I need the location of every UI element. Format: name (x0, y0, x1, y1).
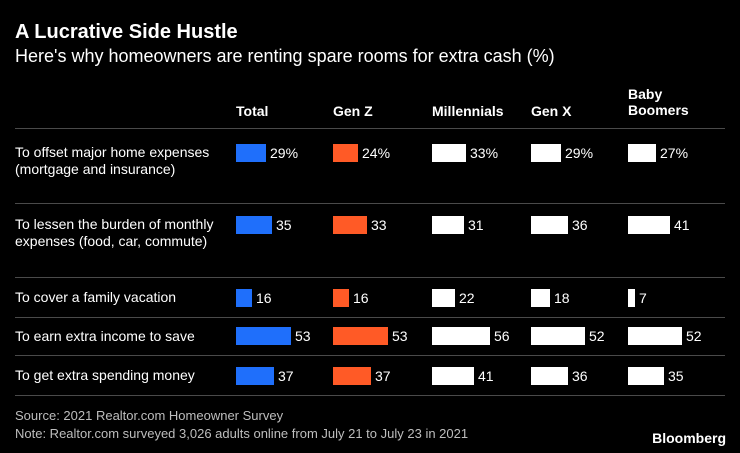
data-label: 18 (554, 290, 570, 306)
data-label: 27% (660, 145, 689, 161)
bar-gen-z (333, 327, 388, 345)
bar-gen-z (333, 144, 358, 162)
row-label: To offset major home expenses (mortgage … (15, 144, 210, 177)
bar-baby-boomers (628, 289, 635, 307)
row-label: To lessen the burden of monthly expenses… (15, 216, 214, 249)
row-divider (15, 355, 725, 356)
data-label: 24% (362, 145, 391, 161)
data-label: 37 (278, 368, 294, 384)
bar-gen-x (531, 289, 550, 307)
data-label: 29% (270, 145, 299, 161)
bar-baby-boomers (628, 367, 664, 385)
bar-total (236, 144, 266, 162)
bar-baby-boomers (628, 327, 682, 345)
chart-subtitle: Here's why homeowners are renting spare … (15, 46, 555, 66)
data-label: 56 (494, 328, 510, 344)
bar-millennials (432, 144, 466, 162)
data-label: 22 (459, 290, 475, 306)
column-header: Gen X (531, 103, 572, 119)
data-label: 53 (295, 328, 311, 344)
data-label: 35 (276, 217, 292, 233)
bar-millennials (432, 289, 455, 307)
bar-baby-boomers (628, 144, 656, 162)
bar-millennials (432, 327, 490, 345)
data-label: 52 (589, 328, 605, 344)
bar-total (236, 367, 274, 385)
data-label: 36 (572, 368, 588, 384)
bar-gen-x (531, 216, 568, 234)
bar-gen-x (531, 144, 561, 162)
bar-millennials (432, 367, 474, 385)
data-label: 37 (375, 368, 391, 384)
data-label: 41 (674, 217, 690, 233)
row-divider (15, 317, 725, 318)
row-divider (15, 395, 725, 396)
column-header: Baby Boomers (628, 86, 689, 118)
data-label: 7 (639, 290, 647, 306)
column-header: Gen Z (333, 103, 373, 119)
bar-millennials (432, 216, 464, 234)
row-label: To cover a family vacation (15, 289, 177, 305)
data-label: 33% (470, 145, 499, 161)
row-divider (15, 277, 725, 278)
data-label: 52 (686, 328, 702, 344)
row-divider (15, 128, 725, 129)
data-label: 35 (668, 368, 684, 384)
data-label: 53 (392, 328, 408, 344)
data-label: 41 (478, 368, 494, 384)
row-label: To get extra spending money (15, 367, 195, 383)
column-header: Millennials (432, 103, 504, 119)
data-label: 33 (371, 217, 387, 233)
row-divider (15, 203, 725, 204)
data-label: 16 (256, 290, 272, 306)
data-label: 16 (353, 290, 369, 306)
bloomberg-logo: Bloomberg (652, 430, 726, 446)
data-label: 31 (468, 217, 484, 233)
bar-total (236, 216, 272, 234)
source-note: Source: 2021 Realtor.com Homeowner Surve… (15, 408, 284, 423)
bar-baby-boomers (628, 216, 670, 234)
bar-total (236, 327, 291, 345)
bar-gen-z (333, 289, 349, 307)
bar-gen-x (531, 327, 585, 345)
row-label: To earn extra income to save (15, 328, 195, 344)
bar-gen-x (531, 367, 568, 385)
survey-note: Note: Realtor.com surveyed 3,026 adults … (15, 426, 469, 441)
data-label: 36 (572, 217, 588, 233)
data-label: 29% (565, 145, 594, 161)
bar-gen-z (333, 367, 371, 385)
bar-total (236, 289, 252, 307)
chart-title: A Lucrative Side Hustle (15, 21, 238, 43)
column-header: Total (236, 103, 269, 119)
bar-gen-z (333, 216, 367, 234)
